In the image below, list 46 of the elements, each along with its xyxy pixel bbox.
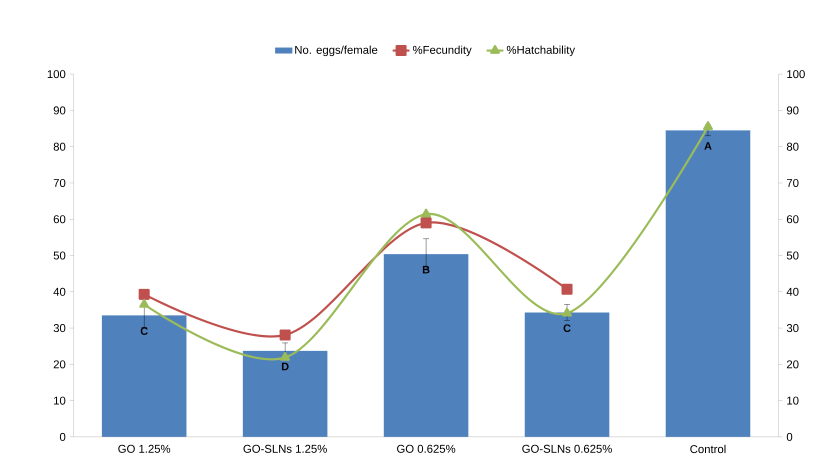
y2-tick-label: 90 <box>786 106 799 115</box>
y2-tick-label: 40 <box>786 288 799 296</box>
y-tick-label: 90 <box>54 106 66 115</box>
y-tick-label: 70 <box>54 179 66 188</box>
y-tick-label: 30 <box>54 324 66 332</box>
y-tick-label: 60 <box>54 215 66 224</box>
bar <box>524 312 610 438</box>
legend-label: %Hatchability <box>506 46 576 56</box>
y2-tick-label: 100 <box>787 70 805 78</box>
point <box>562 308 572 317</box>
annotation: C <box>564 324 571 332</box>
bar <box>384 254 468 438</box>
legend-label: No. eggs/female <box>295 46 378 56</box>
y2-tick-label: 10 <box>787 396 799 405</box>
legend-label: %Fecundity <box>412 46 472 56</box>
annotation: A <box>704 142 712 150</box>
point <box>562 284 573 295</box>
y2-tick-label: 50 <box>786 252 799 260</box>
y2-tick-label: 80 <box>786 142 799 151</box>
point <box>280 330 291 341</box>
y-tick-label: 10 <box>54 396 66 405</box>
point <box>420 218 432 229</box>
bar <box>666 130 750 438</box>
annotation: D <box>282 363 289 370</box>
x-tick-label: Control <box>690 445 726 454</box>
y2-tick-label: 70 <box>786 179 799 188</box>
y-tick-label: 40 <box>53 288 66 296</box>
x-tick-label: GO-SLNs 1.25% <box>244 445 327 454</box>
bar <box>102 316 186 438</box>
y2-tick-label: 60 <box>786 215 799 224</box>
bar <box>242 351 328 438</box>
x-tick-label: GO 0.625% <box>397 445 456 454</box>
point <box>421 208 432 218</box>
y-tick-label: 100 <box>48 70 66 78</box>
annotation: C <box>140 327 148 336</box>
y-tick-label: 80 <box>54 142 66 151</box>
y-tick-label: 20 <box>54 360 66 369</box>
y-tick-label: 0 <box>60 433 66 442</box>
y2-tick-label: 0 <box>786 433 792 442</box>
point <box>138 289 150 300</box>
y2-tick-label: 20 <box>786 360 799 369</box>
y2-tick-label: 30 <box>786 324 799 332</box>
x-tick-label: GO 1.25% <box>118 445 170 454</box>
point <box>139 299 150 308</box>
y-tick-label: 50 <box>54 252 66 260</box>
x-tick-label: GO-SLNs 0.625% <box>522 445 612 454</box>
